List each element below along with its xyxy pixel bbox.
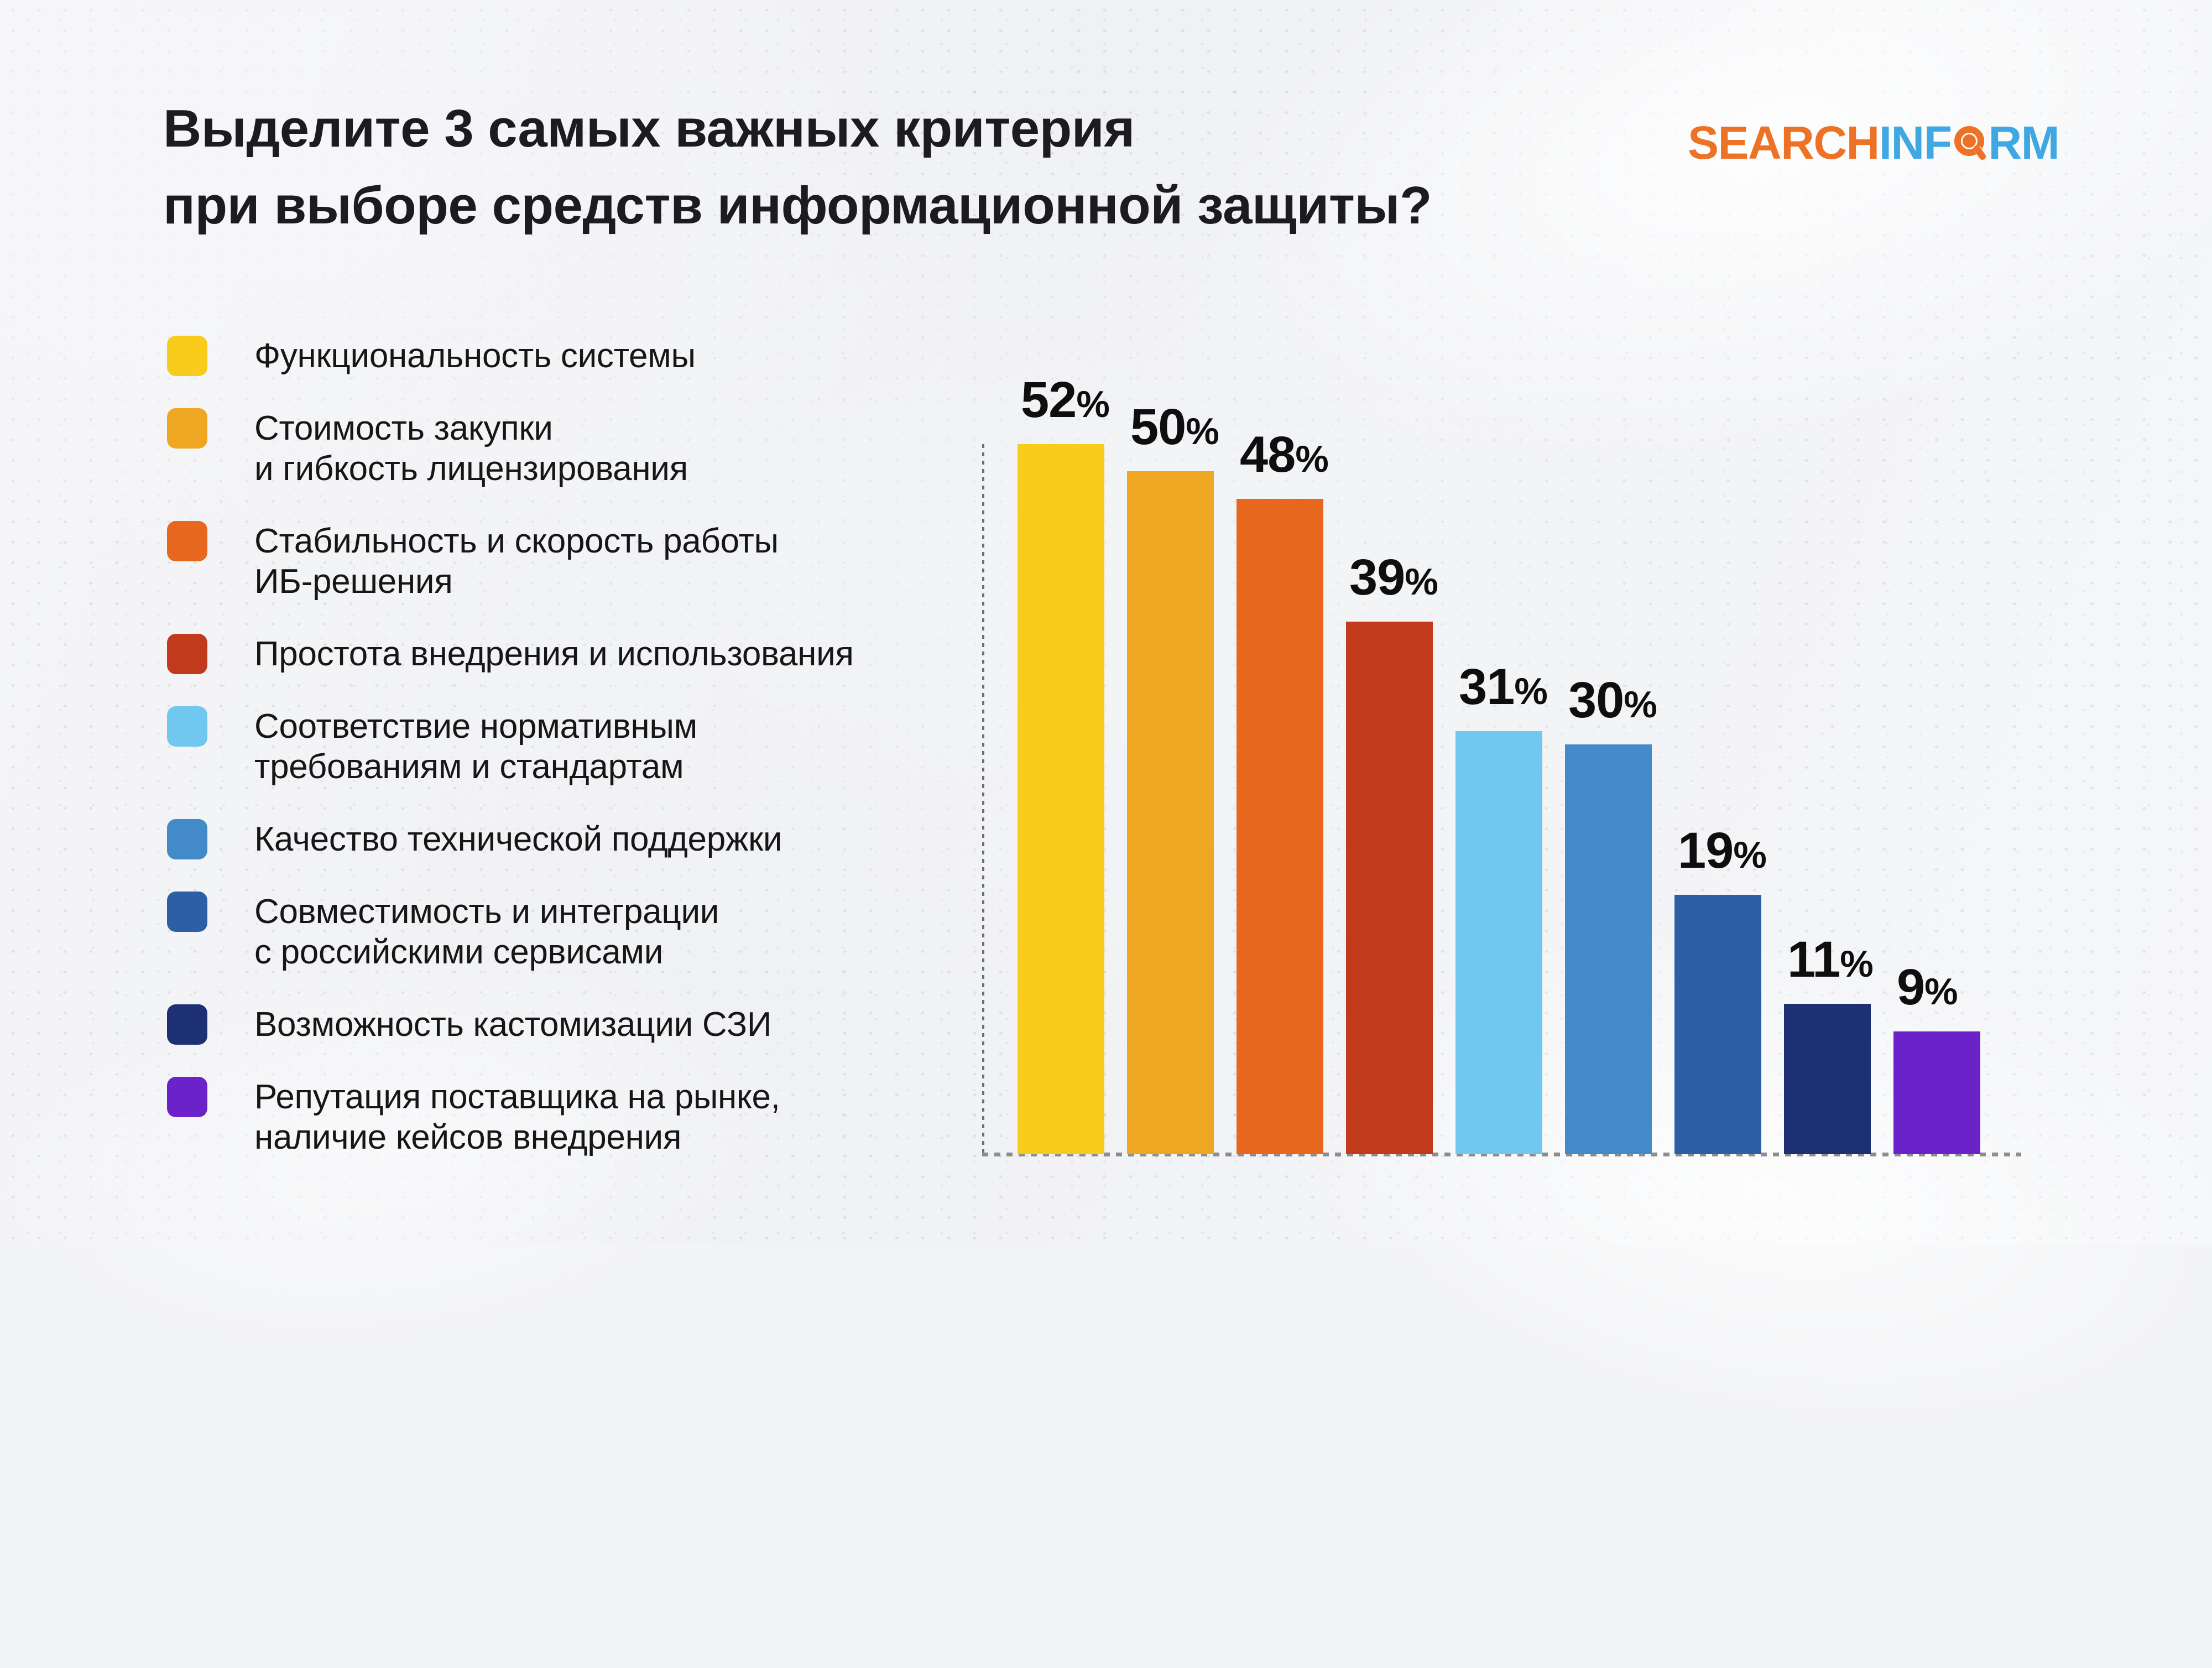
bar-5: [1565, 744, 1652, 1154]
bar-0: [1018, 444, 1104, 1154]
percent-sign: %: [1405, 561, 1438, 603]
bar-value-label-8: 9%: [1897, 959, 1958, 1015]
bar-2: [1237, 499, 1323, 1154]
legend-label: Стабильность и скорость работы ИБ-решения: [254, 522, 779, 601]
legend-label: Стоимость закупки и гибкость лицензирован…: [254, 409, 688, 488]
percent-sign: %: [1924, 971, 1958, 1013]
bar-value-label-2: 48%: [1240, 426, 1329, 483]
percent-sign: %: [1186, 410, 1219, 452]
logo-magnifier-o-icon: [1954, 126, 1986, 160]
bar-1: [1127, 471, 1214, 1154]
bar-value-label-7: 11%: [1787, 931, 1874, 988]
bar-chart: 52% 50% 48% 39% 31% 30% 19% 11% 9%: [982, 374, 2021, 1156]
legend-item-6: Совместимость и интеграции с российскими …: [167, 892, 854, 972]
bar-7: [1784, 1004, 1871, 1154]
legend-item-7: Возможность кастомизации СЗИ: [167, 1004, 854, 1045]
legend-label: Репутация поставщика на рынке, наличие ке…: [254, 1078, 780, 1156]
percent-sign: %: [1840, 943, 1873, 985]
bar-6: [1674, 895, 1761, 1154]
legend-item-0: Функциональность системы: [167, 336, 854, 376]
legend-item-4: Соответствие нормативным требованиям и ст…: [167, 706, 854, 787]
legend-swatch-icon: [167, 336, 207, 376]
legend: Функциональность системы Стоимость закупк…: [167, 336, 854, 1158]
logo-text-rm: RM: [1988, 117, 2060, 169]
bar-3: [1346, 622, 1433, 1154]
legend-label: Соответствие нормативным требованиям и ст…: [254, 707, 697, 786]
legend-label: Возможность кастомизации СЗИ: [254, 1005, 772, 1044]
legend-swatch-icon: [167, 892, 207, 932]
bar-value-label-1: 50%: [1130, 399, 1219, 455]
bar-value-label-4: 31%: [1459, 659, 1548, 715]
page-title-line-1: Выделите 3 самых важных критерия: [163, 99, 1135, 158]
percent-sign: %: [1295, 438, 1328, 480]
legend-item-8: Репутация поставщика на рынке, наличие ке…: [167, 1077, 854, 1158]
searchinform-logo: SEARCH INF RM: [1688, 116, 2060, 170]
page-title-line-2: при выборе средств информационной защиты…: [163, 176, 1432, 235]
legend-item-1: Стоимость закупки и гибкость лицензирован…: [167, 408, 854, 489]
bar-value-label-3: 39%: [1349, 549, 1438, 606]
bar-value-label-6: 19%: [1678, 822, 1767, 879]
legend-label: Качество технической поддержки: [254, 820, 782, 858]
x-axis-dashed-baseline: [982, 1153, 2021, 1156]
legend-swatch-icon: [167, 521, 207, 561]
legend-swatch-icon: [167, 1004, 207, 1045]
legend-label: Простота внедрения и использования: [254, 635, 854, 673]
logo-text-search: SEARCH: [1688, 117, 1880, 169]
legend-label: Совместимость и интеграции с российскими …: [254, 893, 719, 971]
legend-swatch-icon: [167, 634, 207, 674]
legend-label: Функциональность системы: [254, 337, 696, 375]
bar-value-label-5: 30%: [1568, 672, 1657, 728]
legend-item-2: Стабильность и скорость работы ИБ-решения: [167, 521, 854, 602]
legend-item-5: Качество технической поддержки: [167, 819, 854, 859]
legend-swatch-icon: [167, 819, 207, 859]
percent-sign: %: [1733, 834, 1766, 876]
legend-item-3: Простота внедрения и использования: [167, 634, 854, 674]
legend-swatch-icon: [167, 706, 207, 747]
logo-text-inf: INF: [1879, 117, 1952, 169]
page-title: Выделите 3 самых важных критерия при выб…: [163, 90, 1432, 244]
legend-swatch-icon: [167, 1077, 207, 1117]
bar-4: [1455, 731, 1542, 1154]
legend-swatch-icon: [167, 408, 207, 449]
bar-value-label-0: 52%: [1021, 372, 1110, 428]
bar-8: [1893, 1031, 1980, 1154]
percent-sign: %: [1514, 670, 1547, 712]
percent-sign: %: [1076, 383, 1109, 425]
y-axis-dashed-line: [982, 444, 984, 1154]
percent-sign: %: [1624, 684, 1657, 726]
